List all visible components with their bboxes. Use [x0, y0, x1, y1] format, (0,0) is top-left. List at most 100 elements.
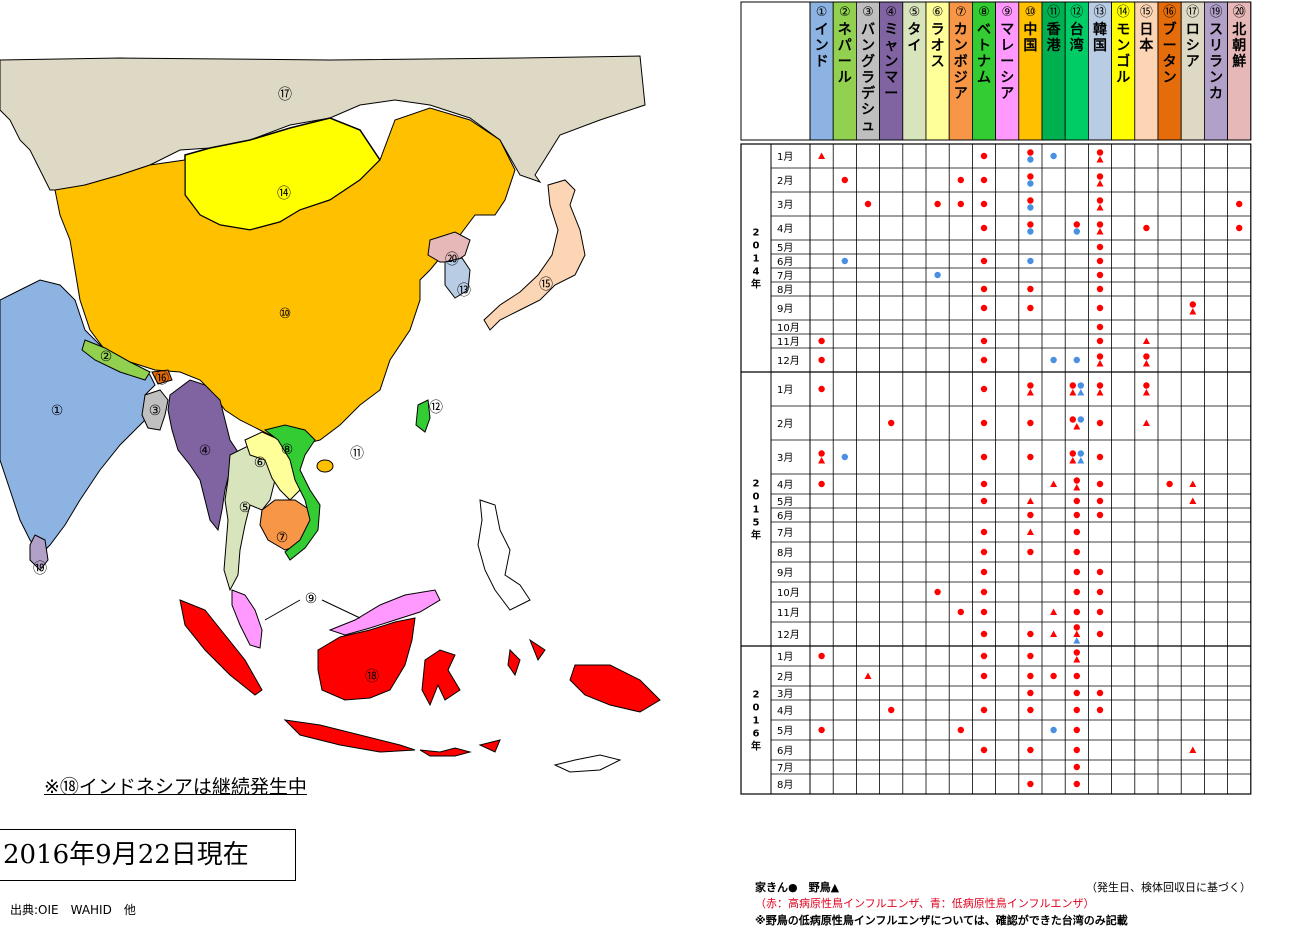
poultry-hpai-mark: [818, 480, 825, 488]
poultry-hpai-mark: [1027, 382, 1034, 389]
poultry-hpai-mark: [980, 588, 988, 596]
region-indonesia-islands: [419, 638, 546, 757]
poultry-hpai-mark: [888, 419, 895, 427]
wildbird-hpai-mark: [1050, 480, 1058, 487]
map-label-russia: ⑰: [278, 87, 292, 103]
poultry-hpai-mark: [818, 385, 825, 393]
region-bangladesh: [141, 389, 169, 431]
poultry-hpai-mark: [1073, 706, 1081, 714]
map-label-nepal: ②: [100, 349, 113, 365]
poultry-hpai-mark: [1027, 780, 1034, 788]
poultry-lpai-mark: [841, 453, 848, 461]
month-label: 4月: [777, 479, 793, 491]
malaysia-callout-line: [264, 599, 301, 621]
poultry-hpai-mark: [1073, 763, 1081, 771]
year-label: 2: [753, 228, 760, 239]
column-number: ⑳: [1233, 5, 1246, 20]
column-number: ⑧: [978, 5, 990, 20]
wildbird-hpai-mark: [1026, 497, 1034, 504]
column-number: ⑮: [1140, 5, 1153, 20]
poultry-hpai-mark: [1073, 528, 1081, 536]
poultry-hpai-mark: [1096, 706, 1104, 714]
wildbird-hpai-mark: [1073, 656, 1081, 663]
poultry-hpai-mark: [1236, 200, 1243, 208]
poultry-lpai-mark: [1027, 156, 1034, 163]
column-number: ④: [885, 5, 897, 20]
column-name: ベトナム: [977, 22, 991, 86]
region-indonesia-sulawesi: [421, 649, 461, 707]
map-label-india: ①: [51, 403, 64, 419]
poultry-hpai-mark: [980, 608, 988, 616]
poultry-hpai-mark: [1096, 285, 1104, 293]
poultry-hpai-mark: [1096, 608, 1104, 616]
wildbird-hpai-mark: [1050, 608, 1058, 615]
map-label-laos: ⑥: [254, 455, 267, 471]
wildbird-hpai-mark: [1142, 389, 1150, 396]
poultry-hpai-mark: [1073, 649, 1081, 656]
poultry-hpai-mark: [1073, 746, 1081, 754]
column-number: ⑰: [1186, 5, 1199, 20]
wildbird-hpai-mark: [1073, 423, 1081, 430]
poultry-hpai-mark: [1073, 568, 1081, 576]
wildbird-hpai-mark: [818, 152, 826, 159]
poultry-hpai-mark: [980, 652, 988, 660]
column-number: ⑨: [1001, 5, 1013, 20]
column-name: ブータン: [1163, 21, 1177, 86]
legend-taiwan-note: ※野鳥の低病原性鳥インフルエンザについては、確認ができた台湾のみ記載: [755, 914, 1128, 927]
month-label: 3月: [777, 452, 793, 464]
map-label-hongkong: ⑪: [350, 446, 364, 462]
poultry-lpai-mark: [1050, 356, 1057, 364]
poultry-hpai-mark: [1143, 353, 1150, 360]
column-name: ラオス: [931, 22, 945, 70]
region-south-korea: [444, 257, 471, 299]
wildbird-hpai-mark: [1142, 360, 1150, 367]
poultry-hpai-mark: [1027, 453, 1034, 461]
wildbird-hpai-mark: [1142, 419, 1150, 426]
month-label: 8月: [777, 284, 793, 296]
map-label-srilanka: ⑲: [33, 561, 47, 577]
poultry-lpai-mark: [934, 271, 941, 279]
poultry-hpai-mark: [1073, 221, 1081, 228]
poultry-hpai-mark: [1027, 548, 1034, 556]
wildbird-hpai-mark: [1096, 156, 1104, 163]
year-label: 年: [751, 278, 761, 291]
poultry-hpai-mark: [980, 453, 988, 461]
column-name: カンボジア: [954, 22, 968, 102]
column-number: ①: [816, 5, 828, 20]
map-label-indonesia: ⑱: [365, 669, 379, 685]
region-indonesia-borneo: [317, 617, 416, 701]
poultry-hpai-mark: [1027, 304, 1034, 312]
poultry-hpai-mark: [1096, 149, 1104, 156]
region-indonesia-sumatra: [179, 599, 263, 696]
poultry-hpai-mark: [1096, 257, 1104, 265]
poultry-hpai-mark: [980, 706, 988, 714]
map-label-korea: ⑬: [457, 283, 471, 299]
month-label: 12月: [777, 629, 800, 641]
column-name: バングラデシュ: [861, 22, 876, 134]
poultry-hpai-mark: [1096, 221, 1104, 228]
poultry-hpai-mark: [1027, 149, 1034, 156]
poultry-lpai-mark: [1077, 382, 1085, 389]
region-malaysia-peninsula: [231, 589, 263, 649]
legend-symbols: 家きん● 野鳥▲: [755, 881, 840, 894]
poultry-hpai-mark: [980, 568, 988, 576]
year-label: 0: [753, 492, 760, 503]
poultry-hpai-mark: [1096, 568, 1104, 576]
indonesia-note: ※⑱インドネシアは継続発生中: [44, 776, 307, 798]
legend-basis: （発生日、検体回収日に基づく）: [1086, 881, 1251, 894]
poultry-lpai-mark: [1050, 152, 1057, 160]
month-label: 6月: [777, 745, 793, 757]
poultry-hpai-mark: [1050, 672, 1057, 680]
source-credit: 出典:OIE WAHID 他: [10, 903, 136, 917]
year-label: 年: [751, 529, 761, 542]
column-name: マレーシア: [1000, 22, 1014, 102]
map-label-northkorea: ⑳: [445, 252, 459, 268]
poultry-hpai-mark: [1096, 419, 1104, 427]
poultry-hpai-mark: [1096, 630, 1104, 638]
wildbird-hpai-mark: [1073, 630, 1081, 637]
column-number: ⑤: [909, 5, 921, 20]
column-name: 台湾: [1070, 21, 1084, 54]
wildbird-hpai-mark: [864, 672, 872, 679]
poultry-hpai-mark: [1073, 477, 1081, 484]
